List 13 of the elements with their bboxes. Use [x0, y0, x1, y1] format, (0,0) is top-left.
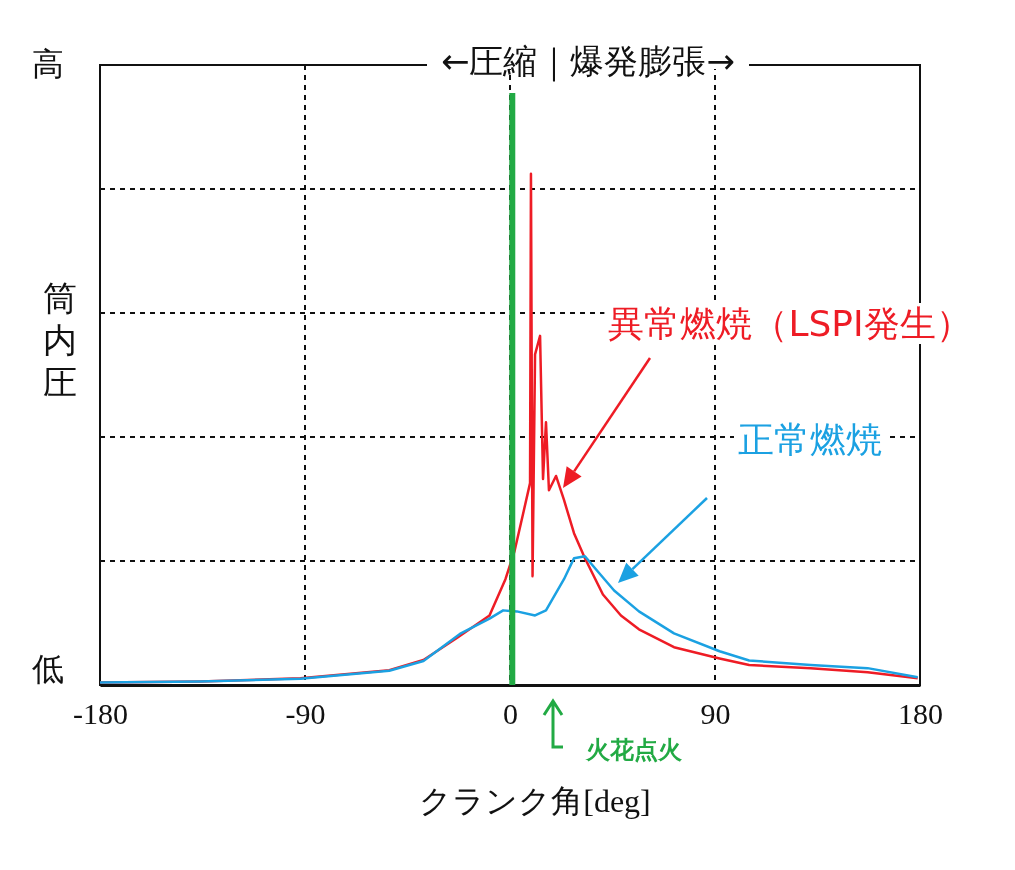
x-tick-label: -90 — [285, 697, 326, 731]
x-tick-label: -180 — [73, 697, 128, 731]
text: 火花点火 — [585, 736, 683, 764]
text: 高 — [32, 45, 64, 83]
x-tick-label: 90 — [700, 697, 731, 731]
x-tick-label: 180 — [898, 697, 943, 731]
x-axis-title: クランク角[deg] — [419, 783, 651, 819]
series-label: 異常燃焼（LSPI発生） — [608, 303, 972, 344]
y-axis-title: 筒内圧 — [43, 278, 77, 402]
chart-title: ←圧縮｜爆発膨張→ — [441, 41, 735, 82]
text: 正常燃焼 — [738, 419, 882, 460]
text: 低 — [32, 650, 64, 688]
x-tick-label: 0 — [503, 697, 518, 731]
